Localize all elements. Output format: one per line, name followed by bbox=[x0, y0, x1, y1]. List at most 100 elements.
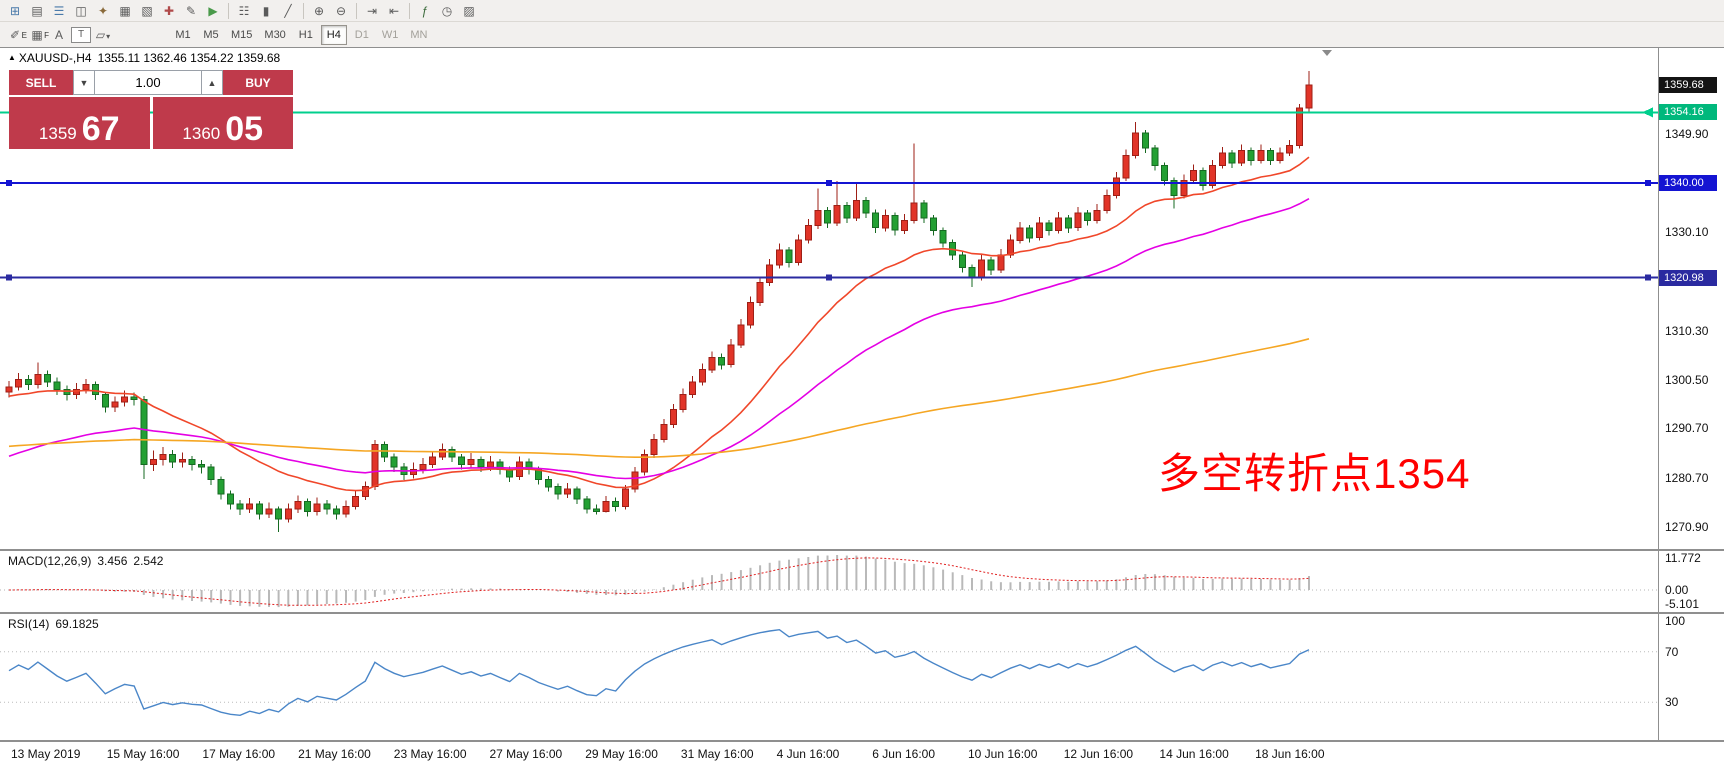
toolbar-separator bbox=[409, 2, 410, 19]
expert-tool-icon[interactable]: ✐ E bbox=[5, 26, 27, 44]
chart-shift-marker-icon[interactable] bbox=[1322, 50, 1332, 56]
autotrading-icon[interactable]: ▶ bbox=[208, 3, 218, 18]
symbol-marker-icon: ▲ bbox=[8, 53, 16, 62]
auto-scroll-icon[interactable]: ⇥ bbox=[366, 3, 378, 18]
rsi-panel-canvas[interactable] bbox=[0, 614, 1658, 740]
volume-increase-button[interactable]: ▲ bbox=[201, 70, 223, 95]
metaeditor-icon[interactable]: ✎ bbox=[185, 3, 197, 18]
profiles-icon[interactable]: ▤ bbox=[31, 3, 43, 18]
macd-value: 3.456 bbox=[97, 554, 128, 568]
bar-chart-icon[interactable]: ☷ bbox=[238, 3, 250, 18]
indicator-grid-tool-icon[interactable]: ▦ F bbox=[27, 26, 49, 44]
strategy-tester-icon[interactable]: ▧ bbox=[141, 3, 153, 18]
rsi-scale[interactable]: 100 70 30 bbox=[1659, 614, 1724, 740]
price-badge[interactable]: 1320.98 bbox=[1659, 269, 1717, 286]
time-label: 13 May 2019 bbox=[11, 747, 81, 761]
time-label: 14 Jun 16:00 bbox=[1159, 747, 1229, 761]
price-tick: 1300.50 bbox=[1665, 372, 1709, 387]
symbol-title: XAUUSD-,H4 bbox=[18, 51, 92, 65]
time-label: 23 May 16:00 bbox=[393, 747, 467, 761]
timeframe-w1[interactable]: W1 bbox=[381, 28, 399, 41]
buy-price-button[interactable]: 1360 05 bbox=[152, 97, 293, 149]
price-badge[interactable]: 1359.68 bbox=[1659, 76, 1717, 93]
macd-panel-canvas[interactable] bbox=[0, 551, 1658, 612]
macd-name: MACD(12,26,9) bbox=[8, 554, 92, 568]
chart-shift-icon[interactable]: ⇤ bbox=[388, 3, 400, 18]
buy-button[interactable]: BUY bbox=[223, 70, 293, 95]
data-window-icon[interactable]: ◫ bbox=[75, 3, 87, 18]
timeframe-mn[interactable]: MN bbox=[410, 28, 428, 41]
standard-toolbar: ⊞ ▤ ☰ ◫ ✦ ▦ ▧ ✚ ✎ ▶ ☷ ▮ ╱ ⊕ ⊖ ⇥ ⇤ ƒ ◷ ▨ bbox=[0, 0, 1724, 22]
timeframe-d1[interactable]: D1 bbox=[354, 28, 369, 41]
time-label: 10 Jun 16:00 bbox=[968, 747, 1038, 761]
timeframe-m15[interactable]: M15 bbox=[231, 28, 253, 41]
rsi-axis-value: 100 bbox=[1665, 614, 1686, 628]
time-label: 18 Jun 16:00 bbox=[1255, 747, 1325, 761]
bid-integer: 1359 bbox=[38, 124, 77, 144]
macd-scale[interactable]: 11.772 0.00 -5.101 bbox=[1659, 551, 1724, 612]
new-order-icon[interactable]: ✚ bbox=[163, 3, 175, 18]
bid-pips: 67 bbox=[81, 110, 120, 149]
price-axis[interactable]: 1349.90 1330.10 1310.30 1300.50 1290.70 1280.… bbox=[1659, 48, 1724, 740]
zoom-in-icon[interactable]: ⊕ bbox=[313, 3, 325, 18]
timeframe-h1[interactable]: H1 bbox=[298, 28, 313, 41]
volume-input[interactable]: 1.00 bbox=[95, 70, 201, 95]
sell-price-button[interactable]: 1359 67 bbox=[9, 97, 150, 149]
font-tool-icon[interactable]: A bbox=[54, 27, 63, 42]
price-tick: 1330.10 bbox=[1665, 225, 1709, 240]
price-axis-separator bbox=[1658, 48, 1659, 740]
trade-panel-header-row: SELL ▼ 1.00 ▲ BUY bbox=[9, 70, 293, 95]
sell-button[interactable]: SELL bbox=[9, 70, 73, 95]
toolbar-separator bbox=[228, 2, 229, 19]
tool-sub-label: F bbox=[44, 30, 49, 40]
chart-workspace: ▲ XAUUSD-,H4 1355.11 1362.46 1354.22 1359.… bbox=[0, 48, 1724, 766]
timeframe-m1[interactable]: M1 bbox=[175, 28, 191, 41]
line-chart-icon[interactable]: ╱ bbox=[284, 3, 292, 18]
timeframe-group: M1 M5 M15 M30 H1 H4 D1 W1 MN bbox=[170, 24, 432, 45]
trade-panel-price-row: 1359 67 1360 05 bbox=[9, 97, 293, 149]
price-badge[interactable]: 1354.16 bbox=[1659, 104, 1717, 121]
text-label-tool-icon[interactable]: T bbox=[71, 26, 91, 43]
macd-axis-value: -5.101 bbox=[1665, 597, 1700, 612]
periods-icon[interactable]: ◷ bbox=[441, 3, 453, 18]
macd-indicator-label: MACD(12,26,9) 3.456 2.542 bbox=[8, 554, 169, 568]
shapes-tool-icon[interactable]: ▱▾ bbox=[95, 27, 111, 42]
candlestick-chart-icon[interactable]: ▮ bbox=[262, 3, 270, 18]
price-tick: 1290.70 bbox=[1665, 421, 1709, 436]
panel-separator[interactable] bbox=[0, 549, 1724, 551]
time-label: 29 May 16:00 bbox=[585, 747, 658, 761]
navigator-icon[interactable]: ✦ bbox=[97, 3, 109, 18]
panel-separator bbox=[0, 740, 1724, 742]
macd-axis-value: 0.00 bbox=[1665, 583, 1689, 597]
main-price-scale[interactable]: 1349.90 1330.10 1310.30 1300.50 1290.70 1280.… bbox=[1659, 48, 1724, 549]
ask-integer: 1360 bbox=[182, 124, 221, 144]
new-chart-icon[interactable]: ⊞ bbox=[9, 3, 21, 18]
rsi-axis-value: 30 bbox=[1665, 695, 1679, 710]
time-label: 21 May 16:00 bbox=[298, 747, 371, 761]
time-label: 31 May 16:00 bbox=[680, 747, 754, 761]
timeframe-m30[interactable]: M30 bbox=[264, 28, 286, 41]
price-tick: 1349.90 bbox=[1665, 126, 1709, 141]
price-badge[interactable]: 1340.00 bbox=[1659, 174, 1717, 191]
terminal-icon[interactable]: ▦ bbox=[119, 3, 131, 18]
macd-signal-value: 2.542 bbox=[133, 554, 164, 568]
panel-separator[interactable] bbox=[0, 612, 1724, 614]
rsi-value: 69.1825 bbox=[55, 617, 99, 631]
time-label: 17 May 16:00 bbox=[202, 747, 276, 761]
zoom-out-icon[interactable]: ⊖ bbox=[335, 3, 347, 18]
volume-decrease-button[interactable]: ▼ bbox=[73, 70, 95, 95]
templates-icon[interactable]: ▨ bbox=[463, 3, 475, 18]
tool-sub-label: E bbox=[21, 30, 27, 40]
indicators-icon[interactable]: ƒ bbox=[421, 3, 429, 18]
time-label: 12 Jun 16:00 bbox=[1063, 747, 1134, 761]
main-chart-canvas[interactable] bbox=[0, 48, 1658, 549]
time-label: 4 Jun 16:00 bbox=[776, 747, 840, 761]
time-axis[interactable]: 13 May 2019 15 May 16:00 17 May 16:00 21 Ma… bbox=[0, 742, 1724, 766]
timeframe-h4[interactable]: H4 bbox=[320, 24, 347, 45]
market-watch-icon[interactable]: ☰ bbox=[53, 3, 65, 18]
time-label: 27 May 16:00 bbox=[489, 747, 563, 761]
rsi-indicator-label: RSI(14) 69.1825 bbox=[8, 617, 105, 631]
price-tick: 1310.30 bbox=[1665, 323, 1709, 338]
price-tick: 1270.90 bbox=[1665, 520, 1709, 535]
timeframe-m5[interactable]: M5 bbox=[203, 28, 219, 41]
